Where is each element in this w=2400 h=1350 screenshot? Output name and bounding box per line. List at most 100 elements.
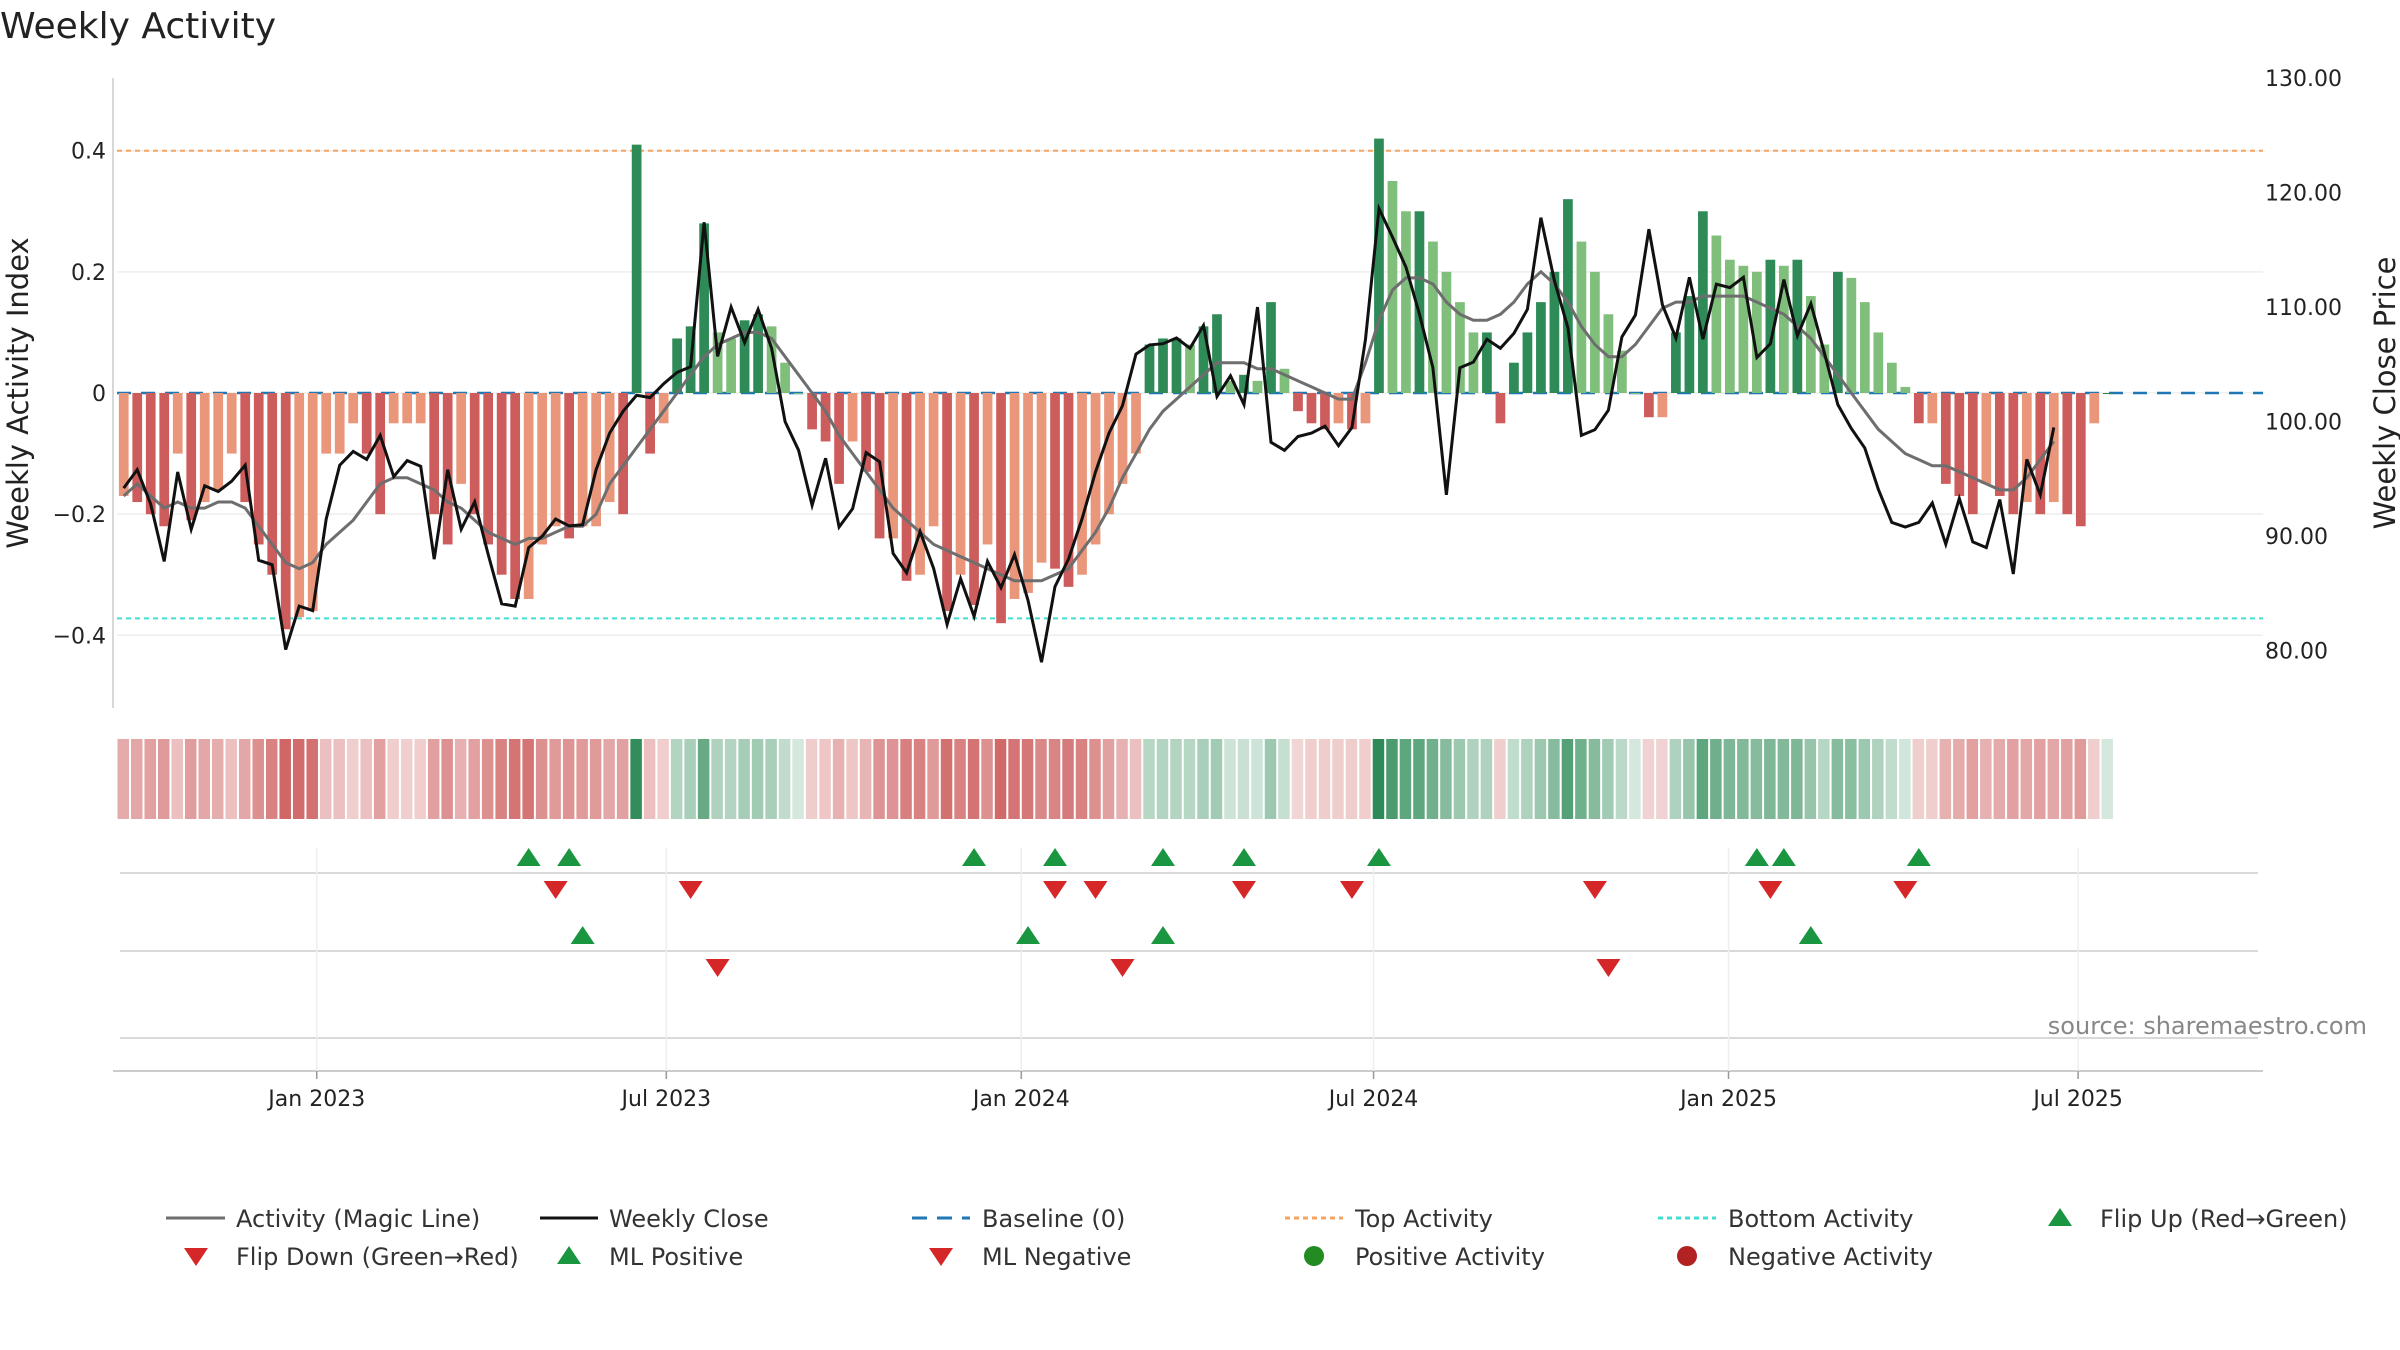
activity-bar [483,393,494,545]
heat-cell [171,739,183,819]
heat-cell [1629,739,1641,819]
activity-bar [469,393,480,515]
legend-label-flip-down: Flip Down (Green→Red) [236,1243,519,1271]
activity-bar [645,393,655,454]
heat-cell [1588,739,1601,819]
right-tick-label: 110.00 [2265,296,2342,321]
heat-cell [2061,739,2073,819]
activity-bar [1050,393,1060,569]
source-label: source: sharemaestro.com [2048,1012,2367,1040]
right-tick-label: 90.00 [2265,525,2328,550]
activity-bar [1940,393,1951,484]
heat-cell [1048,739,1061,819]
heat-cell [2047,739,2060,819]
heat-cell [778,739,791,819]
left-tick-label: −0.4 [53,624,106,649]
activity-bar [942,393,952,612]
activity-bar [658,393,669,424]
heat-cell [805,739,818,819]
activity-bar [1077,393,1087,575]
legend-item-magic-line: Activity (Magic Line) [166,1205,480,1233]
activity-bar [510,393,521,599]
heat-cell [913,739,926,819]
heat-cell [427,739,440,819]
activity-bar [1779,265,1789,393]
heat-cell [454,739,467,819]
activity-bar [1036,393,1047,563]
heat-cell [1656,739,1668,819]
activity-bar [2008,393,2019,515]
legend-label-weekly-close: Weekly Close [609,1205,769,1233]
heat-cell [1669,739,1682,819]
heat-cell [1264,739,1277,819]
right-tick-label: 120.00 [2265,182,2342,207]
legend: Activity (Magic Line) Weekly Close Basel… [166,1205,2348,1271]
legend-swatch-flip-up [2048,1208,2072,1226]
heat-cell [589,739,602,819]
heat-cell [387,739,399,819]
flip-down-marker [678,881,703,899]
heat-cell [1696,739,1709,819]
left-tick-label: −0.2 [53,503,106,528]
heat-cell [184,739,197,819]
heat-cell [1818,739,1830,819]
x-tick-label: Jul 2024 [1327,1087,1419,1112]
heat-cell [1602,739,1614,819]
heat-cell [1170,739,1182,819]
heat-cell [549,739,561,819]
left-axis-ticks: 0.4 0.2 0 −0.2 −0.4 [53,140,106,650]
activity-bar [145,393,156,515]
heat-cell [414,739,426,819]
activity-bar [1414,211,1425,393]
ml-negative-marker [705,959,730,977]
heat-cell [144,739,156,819]
activity-bar [1225,380,1236,393]
activity-bar [793,393,804,394]
x-tick-label: Jul 2025 [2031,1087,2123,1112]
activity-bar [1832,271,1843,393]
flip-up-marker [962,848,987,866]
heat-cell [1845,739,1857,819]
activity-bar [253,393,264,545]
activity-bar [1117,393,1128,484]
heat-cell [927,739,939,819]
activity-bar [807,393,817,430]
activity-bar [1913,393,1924,424]
activity-bar [1023,393,1033,593]
activity-bar [199,393,210,503]
legend-item-negative-activity: Negative Activity [1677,1243,1933,1271]
heat-cell [616,739,629,819]
activity-bar [2035,393,2046,515]
heat-cell [1332,739,1344,819]
activity-bar [1158,338,1168,393]
heat-cell [1008,739,1020,819]
heat-cell [1899,739,1911,819]
legend-swatch-ml-positive [557,1246,581,1264]
x-tick-label: Jan 2024 [971,1087,1070,1112]
flip-up-marker [1906,848,1931,866]
heat-cell [724,739,737,819]
heat-cell [1278,739,1290,819]
heat-cell [1075,739,1088,819]
heat-cell [873,739,885,819]
activity-bar [996,393,1006,624]
ml-negative-marker [1596,959,1621,977]
heat-cell [1521,739,1533,819]
activity-bar [1859,302,1870,393]
activity-bar [1198,326,1209,393]
heat-cell [306,739,318,819]
heat-cell [265,739,278,819]
activity-bar [1536,302,1546,393]
activity-bar [1131,393,1141,454]
legend-swatch-positive-activity [1304,1246,1324,1266]
heat-cell [1318,739,1331,819]
heat-cell [1021,739,1034,819]
flip-down-marker [1582,881,1607,899]
legend-item-baseline: Baseline (0) [912,1205,1125,1233]
heat-cell [1089,739,1101,819]
activity-heat-strip [117,739,2114,819]
heat-cell [1305,739,1317,819]
activity-bar [1603,314,1614,393]
heat-cell [1953,739,1965,819]
